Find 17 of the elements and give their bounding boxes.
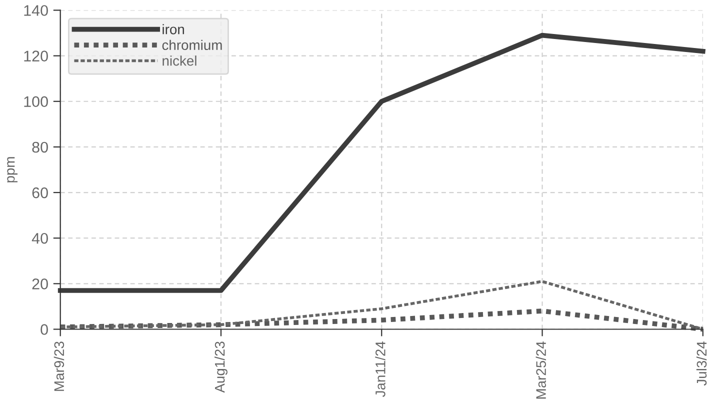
y-tick-label: 100 — [24, 96, 48, 108]
text: nickel — [162, 56, 196, 66]
text: iron — [162, 24, 184, 34]
y-tick-label: 40 — [32, 232, 48, 244]
x-tick-label: Mar25/24 — [536, 341, 546, 399]
x-tick-label: Mar9/23 — [54, 342, 64, 391]
y-tick-label: 60 — [32, 187, 48, 198]
y-tick-label: 140 — [24, 5, 48, 16]
x-tick-label: Jul3/24 — [696, 341, 707, 386]
y-tick-label: 0 — [40, 324, 48, 335]
x-tick-label: Aug1/23 — [214, 342, 228, 393]
text: chromium — [162, 40, 222, 50]
y-axis-title: ppm — [7, 157, 18, 182]
x-tick-label: Jan11/24 — [375, 341, 386, 397]
y-tick-label: 20 — [32, 278, 48, 290]
y-tick-label: 80 — [32, 142, 48, 153]
y-tick-label: 120 — [24, 50, 48, 62]
